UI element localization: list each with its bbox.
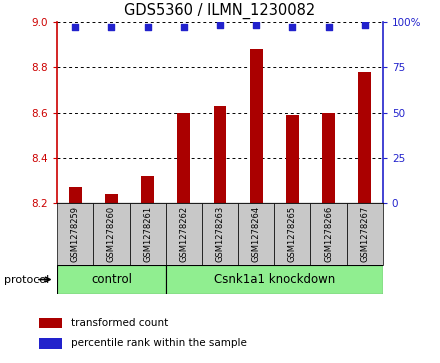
Bar [202, 203, 238, 265]
Bar [286, 115, 299, 203]
Bar [93, 203, 129, 265]
Bar [322, 113, 335, 203]
Text: GSM1278266: GSM1278266 [324, 206, 333, 262]
Bar [214, 106, 226, 203]
Point [72, 24, 79, 30]
Bar [57, 265, 166, 294]
Point [108, 24, 115, 30]
Bar [40, 318, 62, 329]
Text: Csnk1a1 knockdown: Csnk1a1 knockdown [214, 273, 335, 286]
Bar [177, 113, 190, 203]
Text: GSM1278264: GSM1278264 [252, 206, 260, 262]
Text: percentile rank within the sample: percentile rank within the sample [71, 338, 246, 348]
Bar [250, 49, 263, 203]
Bar [40, 338, 62, 348]
Bar [274, 203, 311, 265]
Text: GSM1278262: GSM1278262 [180, 206, 188, 262]
Text: control: control [91, 273, 132, 286]
Text: GSM1278265: GSM1278265 [288, 206, 297, 262]
Point [289, 24, 296, 30]
Bar [166, 265, 383, 294]
Point [253, 23, 260, 28]
Bar [105, 194, 118, 203]
Point [325, 24, 332, 30]
Bar [347, 203, 383, 265]
Bar [57, 203, 93, 265]
Point [180, 24, 187, 30]
Bar [141, 176, 154, 203]
Text: GSM1278267: GSM1278267 [360, 206, 369, 262]
Text: GSM1278260: GSM1278260 [107, 206, 116, 262]
Point [144, 24, 151, 30]
Point [216, 23, 224, 28]
Bar [129, 203, 166, 265]
Point [361, 23, 368, 28]
Text: transformed count: transformed count [71, 318, 168, 328]
Bar [311, 203, 347, 265]
Bar [69, 187, 82, 203]
Title: GDS5360 / ILMN_1230082: GDS5360 / ILMN_1230082 [125, 3, 315, 19]
Text: GSM1278259: GSM1278259 [71, 206, 80, 262]
Bar [359, 72, 371, 203]
Bar [238, 203, 274, 265]
Text: protocol: protocol [4, 274, 50, 285]
Text: GSM1278261: GSM1278261 [143, 206, 152, 262]
Text: GSM1278263: GSM1278263 [216, 206, 224, 262]
Bar [166, 203, 202, 265]
